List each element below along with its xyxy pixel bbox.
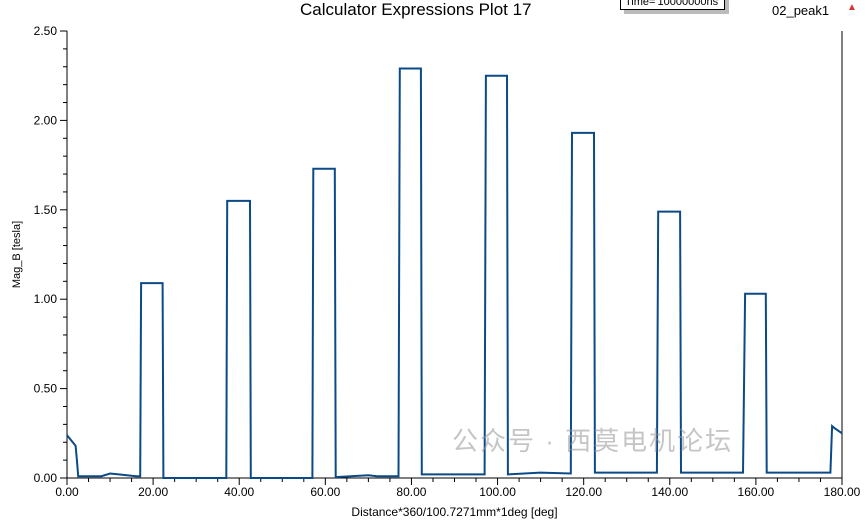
y-tick-label: 1.00	[34, 292, 58, 306]
x-tick-label: 20.00	[138, 485, 168, 499]
x-tick-label: 160.00	[738, 485, 775, 499]
x-axis-label: Distance*360/100.7271mm*1deg [deg]	[351, 505, 557, 519]
x-tick-label: 40.00	[224, 485, 254, 499]
x-tick-label: 120.00	[565, 485, 602, 499]
y-tick-label: 2.00	[34, 113, 58, 127]
x-tick-label: 60.00	[310, 485, 340, 499]
x-tick-label: 180.00	[824, 485, 861, 499]
y-axis-label: Mag_B [tesla]	[11, 221, 23, 288]
chart-title: Calculator Expressions Plot 17	[300, 0, 532, 19]
x-tick-label: 0.00	[55, 485, 79, 499]
y-tick-label: 0.50	[34, 382, 58, 396]
x-tick-label: 100.00	[479, 485, 516, 499]
watermark: 公众号 · 西莫电机论坛	[452, 426, 734, 456]
y-tick-label: 2.50	[34, 24, 58, 38]
series-line-02_peak1	[66, 67, 843, 479]
legend-entry[interactable]: 02_peak1	[772, 3, 830, 18]
y-tick-label: 0.00	[34, 471, 58, 485]
time-annotation: Time='10000000ns'	[620, 0, 726, 10]
x-tick-label: 80.00	[396, 485, 426, 499]
y-tick-label: 1.50	[34, 203, 58, 217]
red-triangle-icon: ▲	[847, 2, 857, 13]
x-tick-label: 140.00	[651, 485, 688, 499]
